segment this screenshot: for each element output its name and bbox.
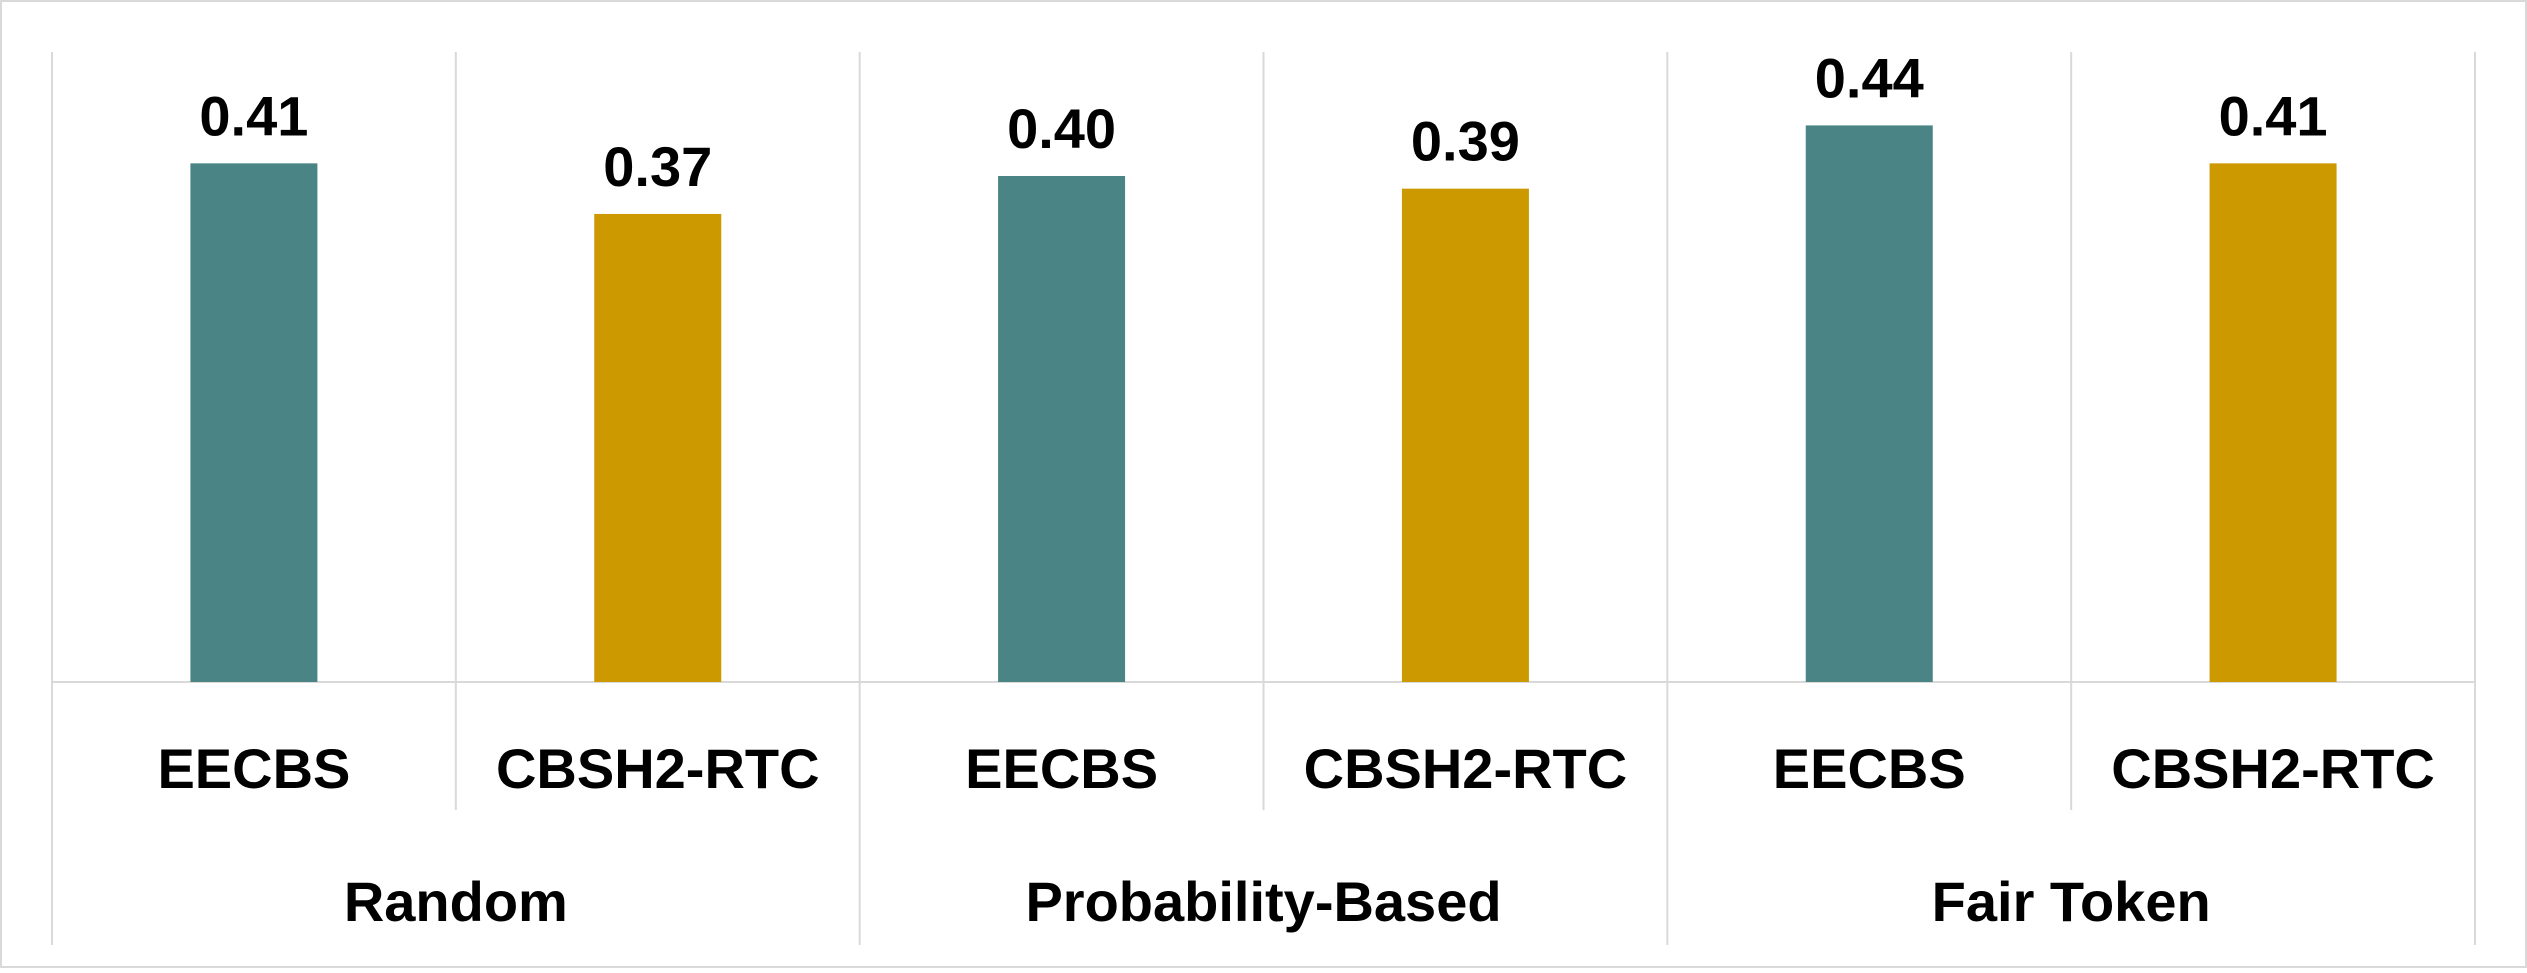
category-label: EECBS (965, 737, 1158, 800)
data-labels: 0.41 0.37 0.40 0.39 0.44 0.41 (199, 46, 2327, 198)
category-label: CBSH2-RTC (496, 737, 820, 800)
data-label: 0.44 (1815, 46, 1924, 109)
category-label: EECBS (1773, 737, 1966, 800)
category-label: CBSH2-RTC (2111, 737, 2435, 800)
bar-eecbs (190, 163, 318, 683)
bar-cbsh2-rtc (1401, 188, 1529, 682)
group-label: Probability-Based (1025, 870, 1501, 933)
category-grid (51, 52, 2476, 945)
data-label: 0.41 (199, 84, 308, 147)
data-label: 0.41 (2219, 84, 2328, 147)
bar-cbsh2-rtc (2209, 163, 2337, 683)
group-labels: Random Probability-Based Fair Token (344, 870, 2211, 933)
category-label: CBSH2-RTC (1304, 737, 1628, 800)
bars (190, 125, 2337, 683)
data-label: 0.40 (1007, 97, 1116, 160)
data-label: 0.37 (603, 135, 712, 198)
category-label: EECBS (157, 737, 350, 800)
bar-eecbs (998, 176, 1126, 682)
data-label: 0.39 (1411, 110, 1520, 173)
bar-cbsh2-rtc (594, 213, 722, 682)
group-label: Fair Token (1932, 870, 2211, 933)
group-label: Random (344, 870, 568, 933)
category-labels: EECBS CBSH2-RTC EECBS CBSH2-RTC EECBS CBSH2-R… (157, 737, 2434, 800)
bar-eecbs (1805, 125, 1933, 682)
